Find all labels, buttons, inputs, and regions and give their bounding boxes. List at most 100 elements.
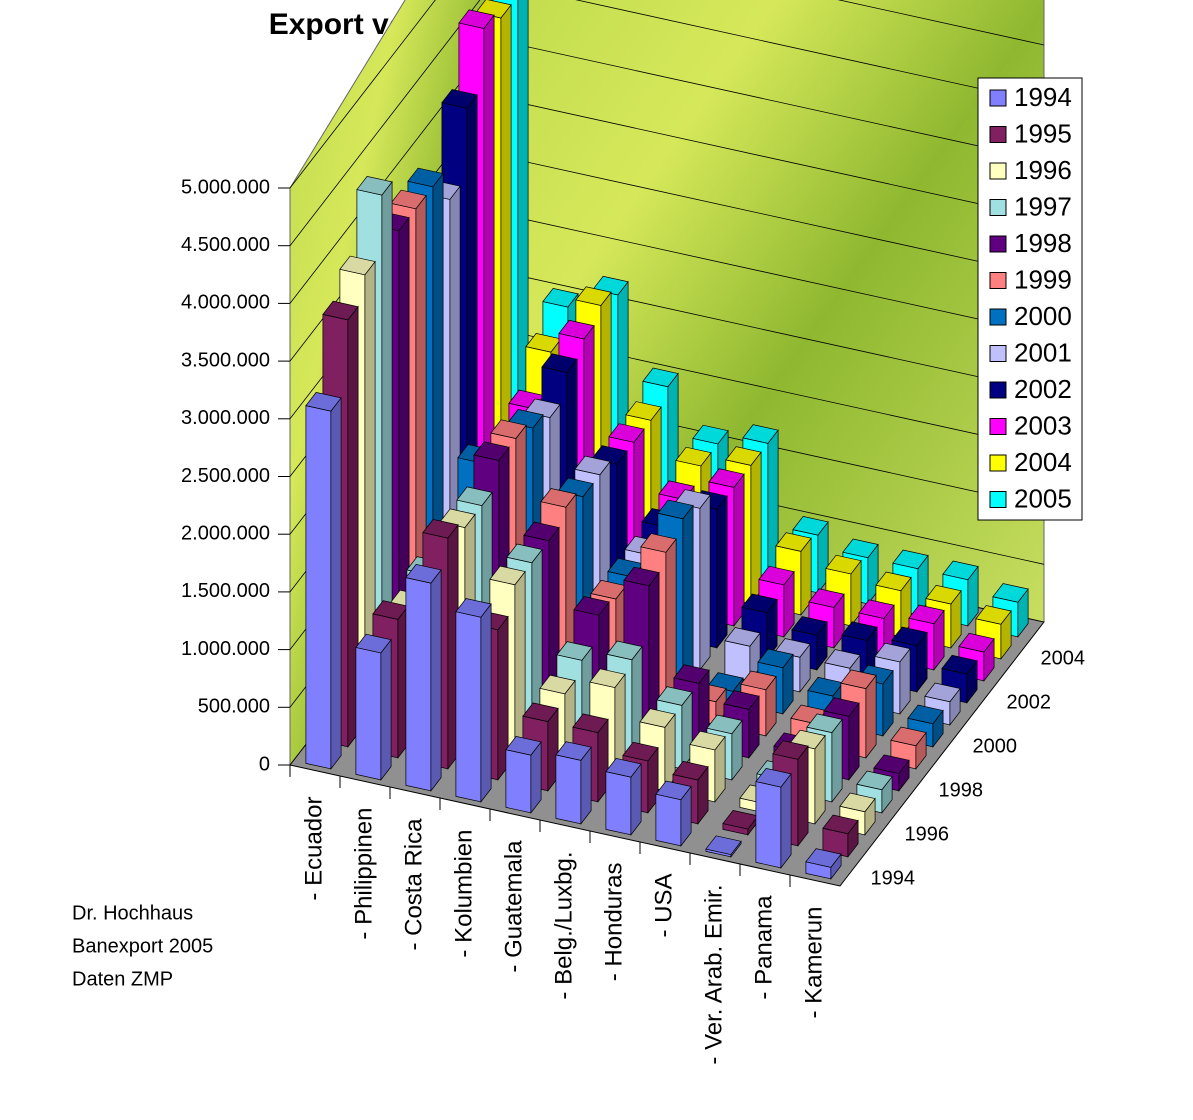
- y-tick-label: 500.000: [198, 696, 270, 718]
- bar-side: [865, 674, 877, 759]
- bar-top: [806, 713, 843, 733]
- legend-swatch: [989, 235, 1007, 253]
- bar-top: [856, 770, 893, 791]
- bar-top: [523, 521, 560, 542]
- year-tick-label: 1998: [939, 779, 984, 801]
- bar: [505, 736, 542, 814]
- bar-top: [556, 641, 593, 661]
- bar-top: [305, 392, 342, 412]
- bar-top: [808, 588, 845, 608]
- bar-top: [792, 516, 829, 536]
- bar-top: [458, 9, 495, 29]
- bar-top: [706, 714, 743, 735]
- bar-front: [655, 793, 682, 847]
- bar-top: [390, 189, 427, 210]
- bar-top: [407, 167, 444, 188]
- bar-top: [505, 736, 542, 756]
- bar-top: [422, 518, 459, 539]
- bar-side: [797, 745, 809, 847]
- bar-top: [506, 543, 543, 564]
- bar-top: [692, 424, 729, 445]
- bar: [724, 627, 761, 682]
- bar-top: [708, 468, 745, 488]
- bar-top: [672, 760, 709, 781]
- x-tick-label: - Costa Rica: [400, 818, 427, 951]
- bar-top: [892, 549, 929, 570]
- bar-top: [724, 627, 761, 647]
- bar-top: [874, 642, 911, 663]
- bar: [706, 714, 743, 781]
- bar-side: [814, 734, 826, 825]
- grid-line: [289, 0, 1045, 246]
- y-tick-label: 2.000.000: [181, 522, 270, 544]
- bar-top: [623, 566, 660, 587]
- bar-top: [992, 583, 1029, 603]
- bar-top: [875, 571, 912, 592]
- note: Banexport 2005: [72, 935, 213, 957]
- bar-top: [824, 649, 861, 669]
- bar-top: [822, 814, 859, 835]
- legend-label: 2004: [1014, 447, 1072, 477]
- year-tick-label: 2004: [1041, 647, 1086, 669]
- bar-top: [657, 499, 694, 520]
- bar-top: [758, 565, 795, 586]
- x-tick-label: - Honduras: [600, 863, 627, 982]
- x-tick-label: - Guatemala: [500, 840, 527, 973]
- bar-top: [555, 741, 592, 761]
- y-tick-label: 3.500.000: [181, 349, 270, 371]
- bar-top: [441, 89, 478, 109]
- year-tick-label: 2002: [1007, 691, 1052, 713]
- bar-top: [572, 713, 609, 733]
- bar-side: [780, 772, 792, 869]
- bar-side: [480, 602, 492, 803]
- bar-top: [842, 538, 879, 559]
- bar-top: [791, 616, 828, 636]
- bar-front: [505, 749, 532, 814]
- y-tick-label: 1.000.000: [181, 638, 270, 660]
- bar: [755, 767, 792, 869]
- bar-front: [555, 754, 582, 825]
- bar-top: [942, 560, 979, 581]
- bar-top: [639, 708, 676, 728]
- bar-top: [839, 792, 876, 813]
- bar-top: [606, 640, 643, 661]
- bar-front: [355, 646, 382, 781]
- bar-side: [733, 473, 745, 627]
- bar: [605, 758, 642, 836]
- bar-top: [456, 486, 493, 506]
- legend-swatch: [989, 272, 1007, 289]
- legend-swatch: [989, 162, 1007, 180]
- bar-top: [723, 690, 760, 710]
- bar-top: [755, 767, 792, 788]
- bar-top: [907, 704, 944, 725]
- legend-swatch: [989, 381, 1007, 399]
- bar-top: [356, 176, 393, 196]
- bar-front: [455, 611, 482, 803]
- bar-side: [716, 495, 728, 649]
- legend-swatch: [989, 454, 1007, 472]
- bar-top: [608, 423, 645, 443]
- legend-swatch: [989, 199, 1007, 216]
- legend-label: 2000: [1014, 301, 1072, 331]
- bar-top: [489, 565, 526, 586]
- bar-top: [541, 353, 578, 373]
- bar-top: [322, 300, 359, 321]
- bar-top: [891, 626, 928, 647]
- bar-top: [455, 598, 492, 618]
- bar-top: [490, 419, 527, 439]
- notes: Dr. Hochhaus Banexport 2005 Daten ZMP: [72, 902, 213, 990]
- bar-top: [775, 532, 812, 552]
- bar-top: [473, 441, 510, 461]
- bar-side: [380, 638, 392, 781]
- legend-label: 1999: [1014, 264, 1072, 294]
- bar-top: [625, 401, 662, 421]
- legend-swatch: [989, 345, 1007, 362]
- legend-label: 2005: [1014, 483, 1072, 513]
- year-tick-label: 2000: [973, 735, 1018, 757]
- y-tick-label: 2.500.000: [181, 465, 270, 487]
- bar-top: [673, 664, 710, 684]
- bar-top: [725, 446, 762, 466]
- legend-label: 1996: [1014, 155, 1072, 185]
- note: Dr. Hochhaus: [72, 902, 193, 924]
